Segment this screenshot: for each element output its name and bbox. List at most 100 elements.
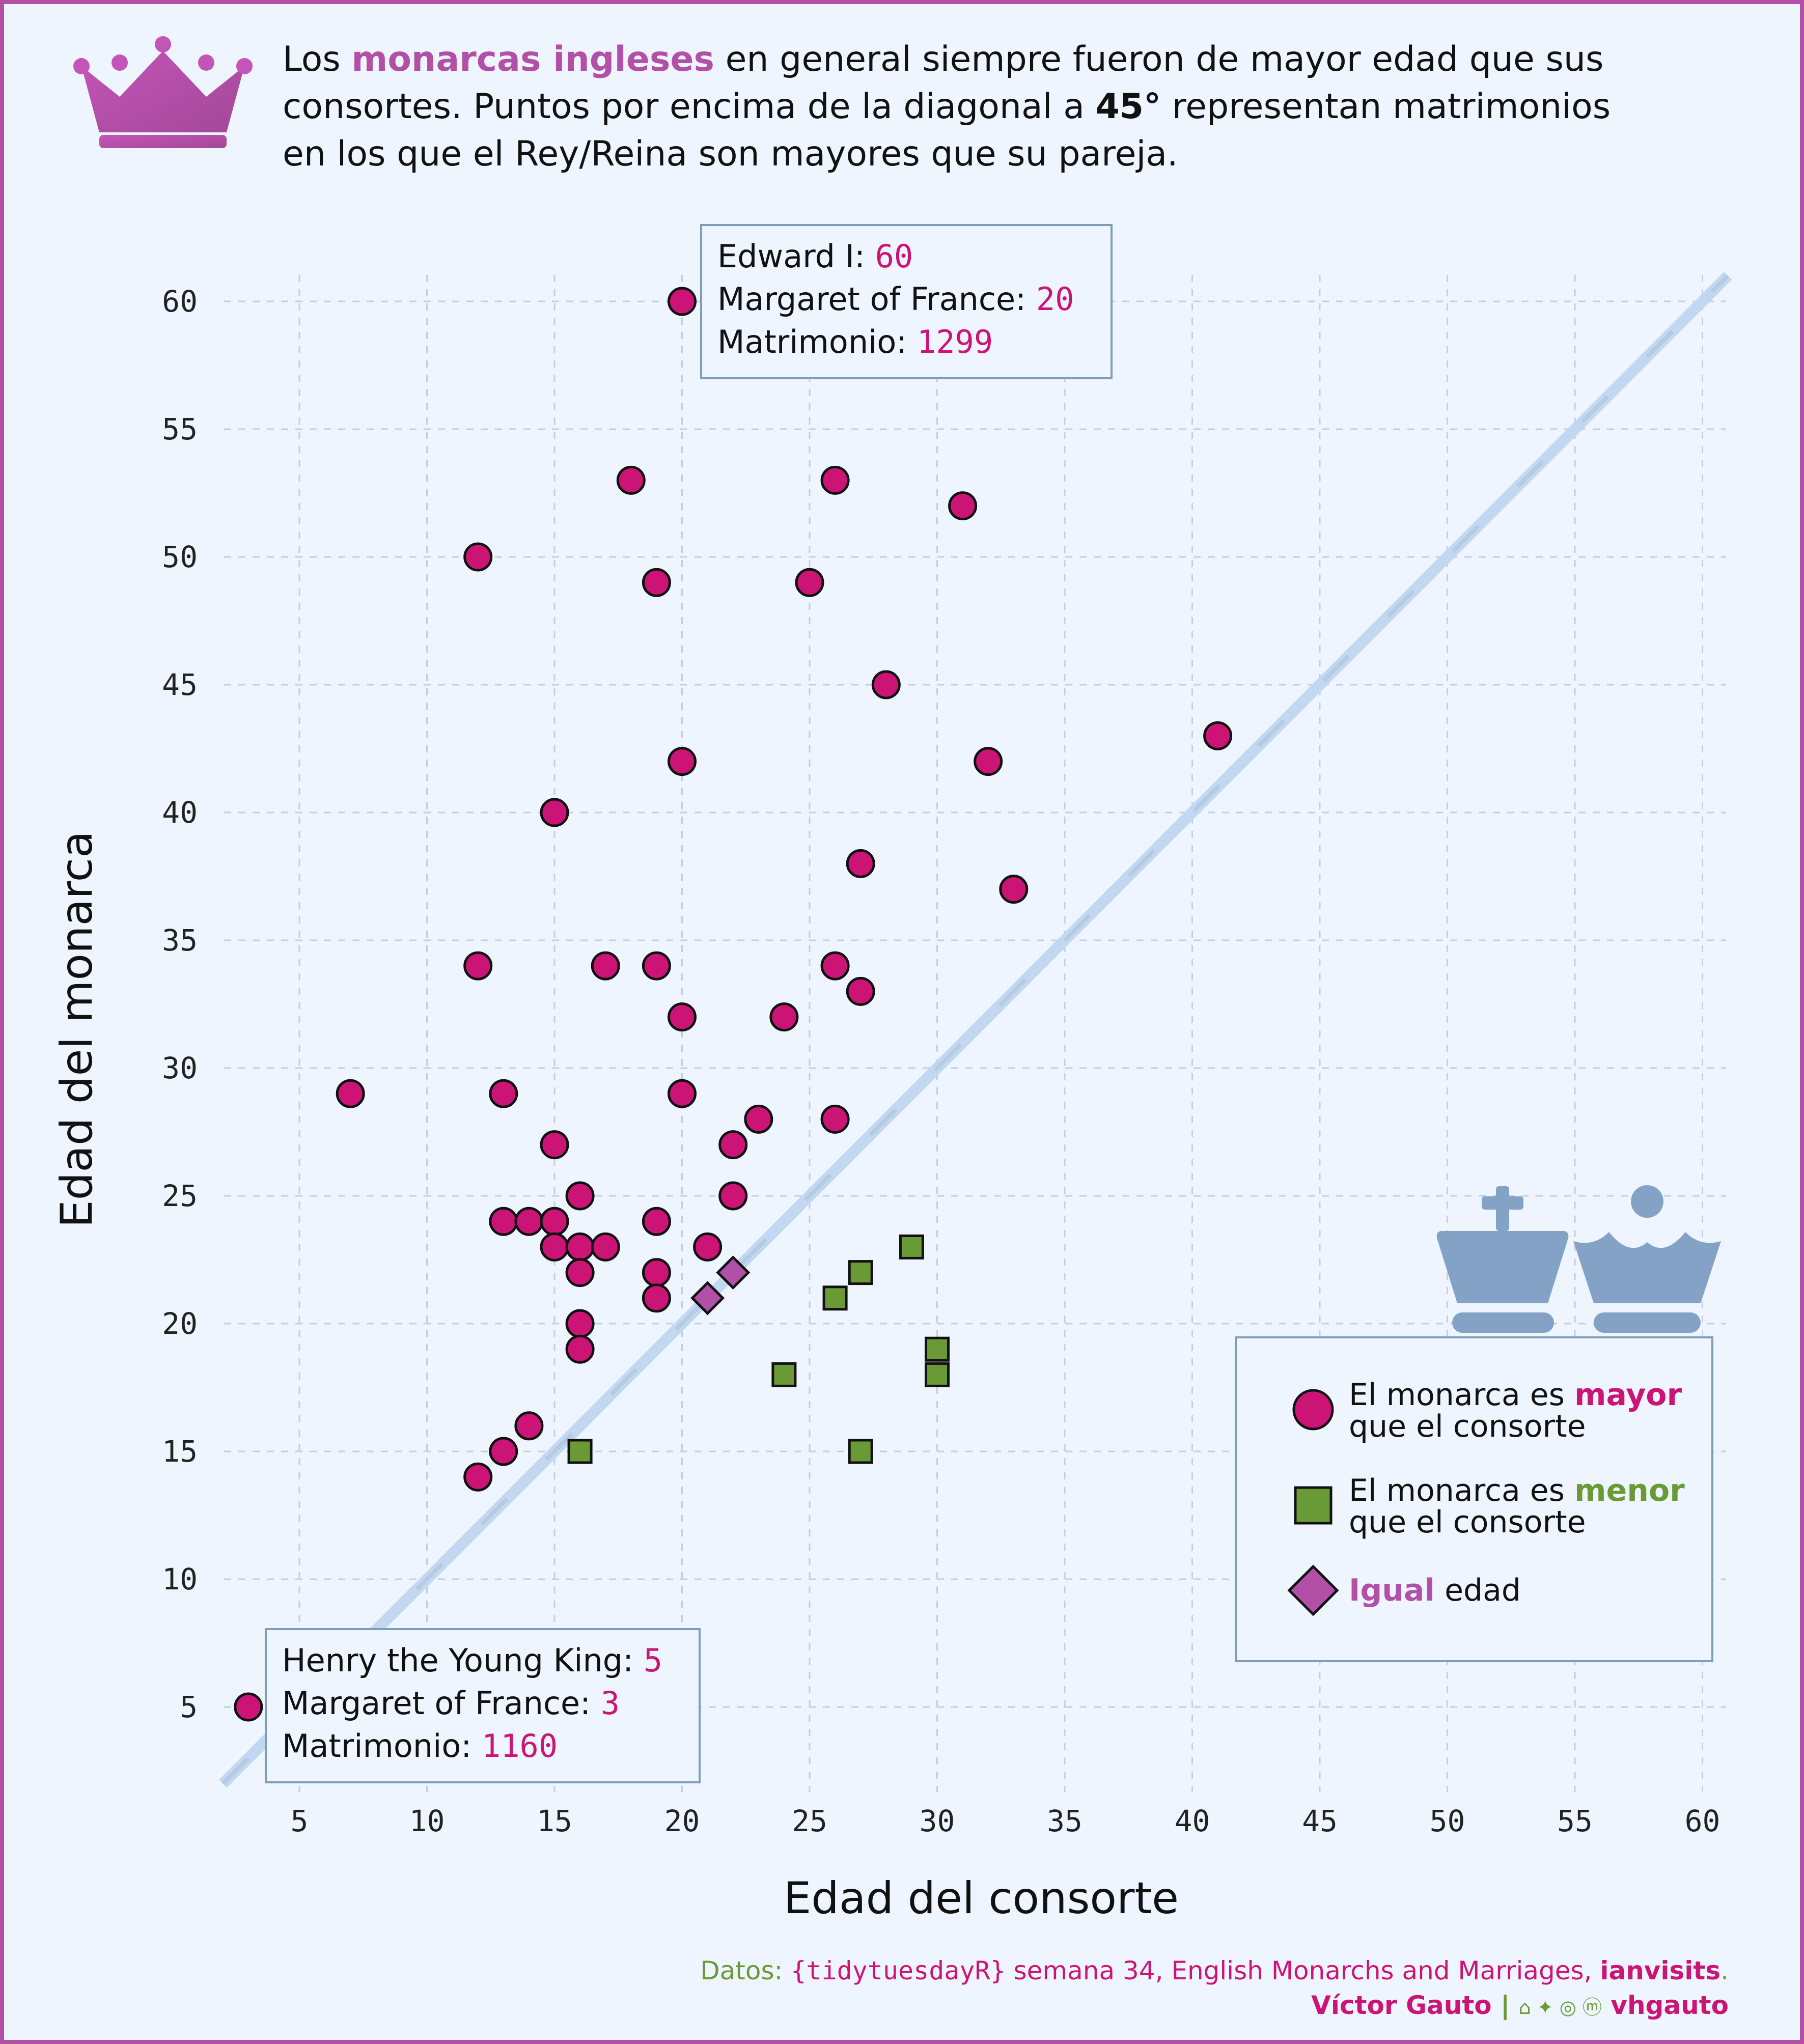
- headline-highlight: monarcas ingleses: [351, 39, 714, 79]
- x-tick-label: 30: [920, 1804, 955, 1838]
- point-older: [820, 1104, 850, 1134]
- x-tick-label: 55: [1557, 1804, 1593, 1838]
- annotation-henry-young-king: Henry the Young King: 5 Margaret of Fran…: [265, 1628, 701, 1783]
- point-equal: [716, 1255, 751, 1290]
- point-older: [591, 951, 620, 981]
- headline: Los monarcas ingleses en general siempre…: [283, 36, 1657, 178]
- point-older: [820, 465, 850, 495]
- point-younger: [899, 1234, 924, 1259]
- annotation-edward-i: Edward I: 60 Margaret of France: 20 Matr…: [700, 224, 1113, 379]
- chess-pieces-icon: [1436, 1185, 1721, 1333]
- annotation-marriage-year: 1160: [481, 1727, 558, 1765]
- x-tick-label: 50: [1430, 1804, 1465, 1838]
- annotation-consort-name: Margaret of France:: [282, 1685, 601, 1722]
- x-tick-label: 35: [1047, 1804, 1083, 1838]
- x-tick-label: 15: [537, 1804, 572, 1838]
- point-older: [489, 1207, 518, 1236]
- point-older: [591, 1232, 620, 1262]
- data-points: [234, 287, 1233, 1722]
- legend-younger-word: menor: [1574, 1473, 1685, 1508]
- point-older: [514, 1207, 544, 1236]
- legend: El monarca es mayor que el consorte El m…: [1235, 1336, 1713, 1662]
- legend-older-pre: El monarca es: [1349, 1377, 1575, 1413]
- annotation-consort-age: 3: [600, 1685, 620, 1722]
- footer-separator: |: [1491, 1991, 1519, 2020]
- annotation-monarch-age: 5: [643, 1642, 663, 1679]
- point-older: [540, 1232, 569, 1262]
- footer-week: semana 34, English Monarchs and Marriage…: [1005, 1956, 1600, 1985]
- annotation-monarch-age: 60: [875, 238, 913, 275]
- x-tick-label: 10: [409, 1804, 445, 1838]
- footer-handle[interactable]: vhgauto: [1602, 1991, 1729, 2020]
- point-older: [974, 747, 1003, 776]
- x-tick-label: 25: [792, 1804, 827, 1838]
- y-tick-labels: 5 10 15 20 25 30 35 40 45 50 55 60: [162, 284, 198, 1724]
- y-tick-label: 20: [162, 1306, 198, 1341]
- legend-marker-circle: [1292, 1389, 1334, 1431]
- grid: [224, 275, 1726, 1792]
- point-younger: [848, 1260, 873, 1285]
- diagonal-line: [218, 272, 1732, 1788]
- legend-equal-post: edad: [1435, 1573, 1521, 1608]
- legend-label-younger: El monarca es menor que el consorte: [1349, 1475, 1685, 1538]
- y-tick-label: 55: [162, 412, 198, 446]
- headline-text-3: representan matrimonios en los que el Re…: [283, 87, 1611, 174]
- crown-icon: [73, 36, 253, 148]
- point-older: [1203, 721, 1233, 750]
- point-older: [540, 1130, 569, 1160]
- point-older: [540, 1207, 569, 1236]
- point-older: [999, 875, 1029, 904]
- point-older: [565, 1232, 595, 1262]
- point-older: [463, 542, 493, 572]
- annotation-consort-name: Margaret of France:: [717, 281, 1036, 318]
- y-tick-label: 10: [162, 1562, 198, 1597]
- annotation-marriage-label: Matrimonio:: [717, 323, 917, 360]
- legend-equal-word: Igual: [1349, 1573, 1435, 1608]
- footer-data-label: Datos:: [700, 1956, 791, 1985]
- point-older: [336, 1079, 365, 1108]
- x-tick-label: 60: [1685, 1804, 1720, 1838]
- point-older: [565, 1181, 595, 1211]
- point-older: [514, 1411, 544, 1441]
- point-older: [718, 1130, 748, 1160]
- x-tick-labels: 5 10 15 20 25 30 35 40 45 50 55 60: [291, 1804, 1720, 1838]
- point-older: [948, 491, 978, 521]
- footer-author: Víctor Gauto | ⌂ ✦ ◎ ⓜ vhgauto: [1311, 1991, 1729, 2020]
- point-older: [565, 1334, 595, 1364]
- point-younger: [848, 1439, 873, 1464]
- legend-older-post: que el consorte: [1349, 1409, 1586, 1444]
- x-tick-label: 40: [1175, 1804, 1210, 1838]
- social-icons[interactable]: ⌂ ✦ ◎ ⓜ: [1518, 1996, 1602, 2019]
- annotation-monarch-name: Edward I:: [717, 238, 875, 275]
- point-younger: [925, 1362, 950, 1387]
- x-tick-label: 20: [664, 1804, 700, 1838]
- footer-source: Datos: {tidytuesdayR} semana 34, English…: [700, 1956, 1729, 1985]
- point-older: [846, 849, 875, 878]
- legend-label-older: El monarca es mayor que el consorte: [1349, 1379, 1682, 1442]
- point-older: [642, 1258, 671, 1287]
- footer-package: {tidytuesdayR}: [791, 1956, 1006, 1985]
- y-axis-label: Edad del monarca: [51, 831, 102, 1227]
- point-older: [668, 1002, 697, 1032]
- y-tick-label: 35: [162, 923, 198, 958]
- point-older: [565, 1309, 595, 1338]
- point-older: [668, 1079, 697, 1108]
- point-older: [846, 976, 875, 1006]
- point-older: [540, 798, 569, 827]
- y-tick-label: 45: [162, 667, 198, 702]
- point-older: [616, 465, 646, 495]
- footer-source-link[interactable]: ianvisits: [1600, 1956, 1721, 1985]
- legend-younger-post: que el consorte: [1349, 1504, 1586, 1540]
- annotation-monarch-name: Henry the Young King:: [282, 1642, 644, 1679]
- headline-text-1: Los: [283, 39, 352, 79]
- legend-younger-pre: El monarca es: [1349, 1473, 1575, 1508]
- legend-marker-diamond: [1287, 1564, 1339, 1616]
- point-older: [718, 1181, 748, 1211]
- point-older: [668, 287, 697, 316]
- y-tick-label: 40: [162, 795, 198, 830]
- legend-older-word: mayor: [1574, 1377, 1682, 1413]
- x-tick-label: 5: [291, 1804, 309, 1838]
- point-equal: [690, 1281, 725, 1315]
- point-older: [820, 951, 850, 981]
- footer-author-name: Víctor Gauto: [1311, 1991, 1492, 2020]
